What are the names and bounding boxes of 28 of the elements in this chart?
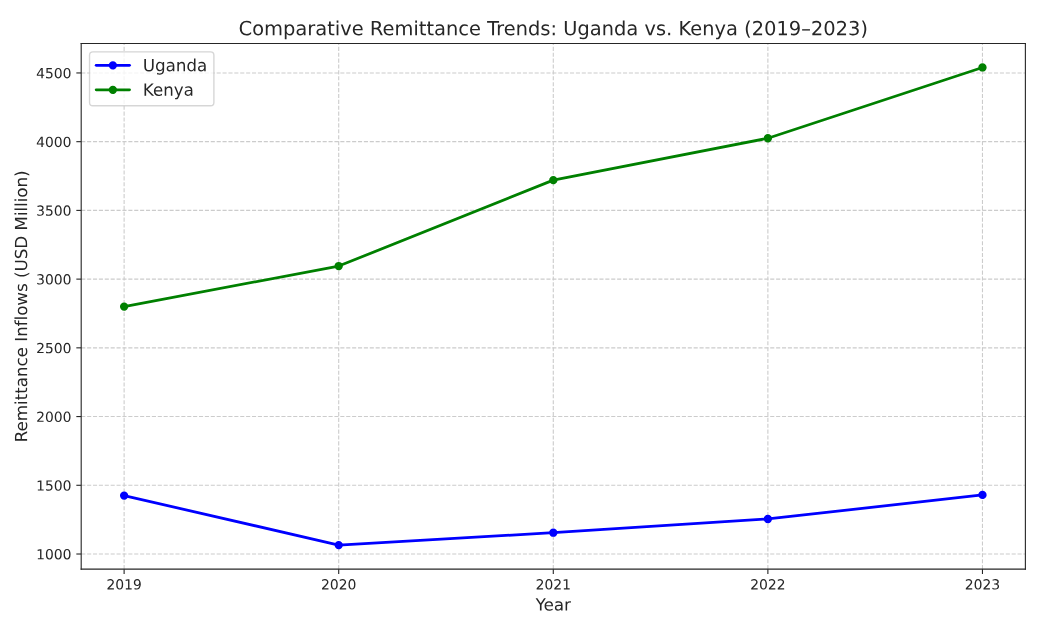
legend-label: Uganda (144, 58, 206, 75)
point (763, 134, 773, 143)
x-tick-label: 2021 (536, 579, 570, 590)
y-tick-label: 2000 (37, 411, 71, 423)
point (549, 175, 558, 185)
y-tick-label: 1500 (37, 480, 71, 491)
y-tick-label: 4500 (36, 67, 71, 79)
y-tick-label: 2500 (37, 342, 71, 354)
x-tick-label: 2019 (107, 579, 141, 590)
x-tick-label: 2020 (322, 579, 356, 590)
y-tick-label: 4000 (36, 136, 71, 148)
x-axis-title: Year (535, 598, 571, 611)
point (334, 261, 343, 271)
y-tick-label: 3500 (37, 205, 71, 216)
y-axis-title: Remittance Inflows (USD Million) (14, 171, 30, 441)
chart-title: Comparative Remittance Trends: Uganda vs. Kenya (2019–2023) (239, 20, 867, 40)
point (119, 302, 129, 311)
point (763, 514, 773, 524)
point (978, 63, 987, 72)
x-tick-label: 2022 (751, 579, 785, 590)
y-tick-label: 1000 (37, 548, 71, 560)
x-tick-label: 2023 (965, 579, 1000, 590)
legend-label: Kenya (144, 83, 193, 100)
point (549, 528, 558, 537)
point (119, 491, 129, 500)
y-tick-label: 3000 (37, 274, 71, 285)
point (978, 490, 987, 500)
point (334, 540, 343, 550)
